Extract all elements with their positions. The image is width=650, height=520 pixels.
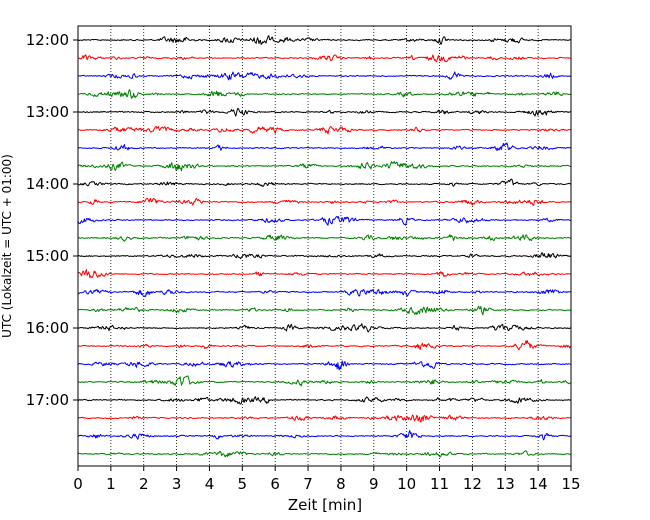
y-tick-label: 12:00 <box>26 31 69 49</box>
trace-1445 <box>77 234 572 242</box>
x-tick-label: 9 <box>369 475 379 493</box>
trace-1500 <box>77 252 572 260</box>
trace-1745 <box>77 450 572 458</box>
trace-1415 <box>77 197 572 206</box>
x-tick-label: 3 <box>172 475 182 493</box>
y-tick-label: 13:00 <box>26 103 69 121</box>
x-tick-label: 1 <box>106 475 116 493</box>
x-tick-label: 0 <box>73 475 83 493</box>
plot-frame <box>77 25 572 467</box>
x-axis-ticks: 0 1 2 3 4 5 6 7 8 9 10 11 12 13 14 15 <box>73 466 581 493</box>
trace-1330 <box>77 142 572 152</box>
x-tick-label: 6 <box>270 475 280 493</box>
x-tick-label: 10 <box>397 475 416 493</box>
y-tick-label: 15:00 <box>26 247 69 265</box>
grid-lines <box>110 26 539 466</box>
x-tick-label: 13 <box>496 475 515 493</box>
trace-1515 <box>77 269 572 279</box>
trace-1430 <box>77 215 572 226</box>
trace-1345 <box>77 160 572 172</box>
x-tick-label: 4 <box>205 475 215 493</box>
y-axis-ticks: 12:00 13:00 14:00 15:00 16:00 17:00 <box>26 31 78 409</box>
trace-1545 <box>77 305 572 316</box>
y-tick-label: 14:00 <box>26 175 69 193</box>
y-tick-label: 17:00 <box>26 391 69 409</box>
x-tick-label: 14 <box>529 475 548 493</box>
seismic-traces <box>77 35 572 458</box>
x-tick-label: 15 <box>561 475 580 493</box>
trace-1245 <box>77 89 572 99</box>
trace-1615 <box>77 340 572 351</box>
trace-1530 <box>77 288 572 297</box>
trace-1715 <box>77 414 572 423</box>
trace-1200 <box>77 35 572 45</box>
trace-1400 <box>77 178 572 187</box>
x-tick-label: 11 <box>430 475 449 493</box>
trace-1300 <box>77 107 572 117</box>
x-axis-label: Zeit [min] <box>288 496 362 514</box>
trace-1630 <box>77 360 572 371</box>
y-tick-label: 16:00 <box>26 319 69 337</box>
x-tick-label: 7 <box>303 475 313 493</box>
trace-1315 <box>77 125 572 135</box>
trace-1645 <box>77 375 572 387</box>
x-tick-label: 5 <box>238 475 248 493</box>
trace-1215 <box>77 54 572 63</box>
trace-1730 <box>77 430 572 441</box>
x-tick-label: 2 <box>139 475 149 493</box>
trace-1600 <box>77 323 572 333</box>
trace-1230 <box>77 71 572 81</box>
y-axis-label: UTC (Lokalzeit = UTC + 01:00) <box>0 154 14 338</box>
x-tick-label: 12 <box>463 475 482 493</box>
trace-1700 <box>77 396 572 405</box>
x-tick-label: 8 <box>336 475 346 493</box>
